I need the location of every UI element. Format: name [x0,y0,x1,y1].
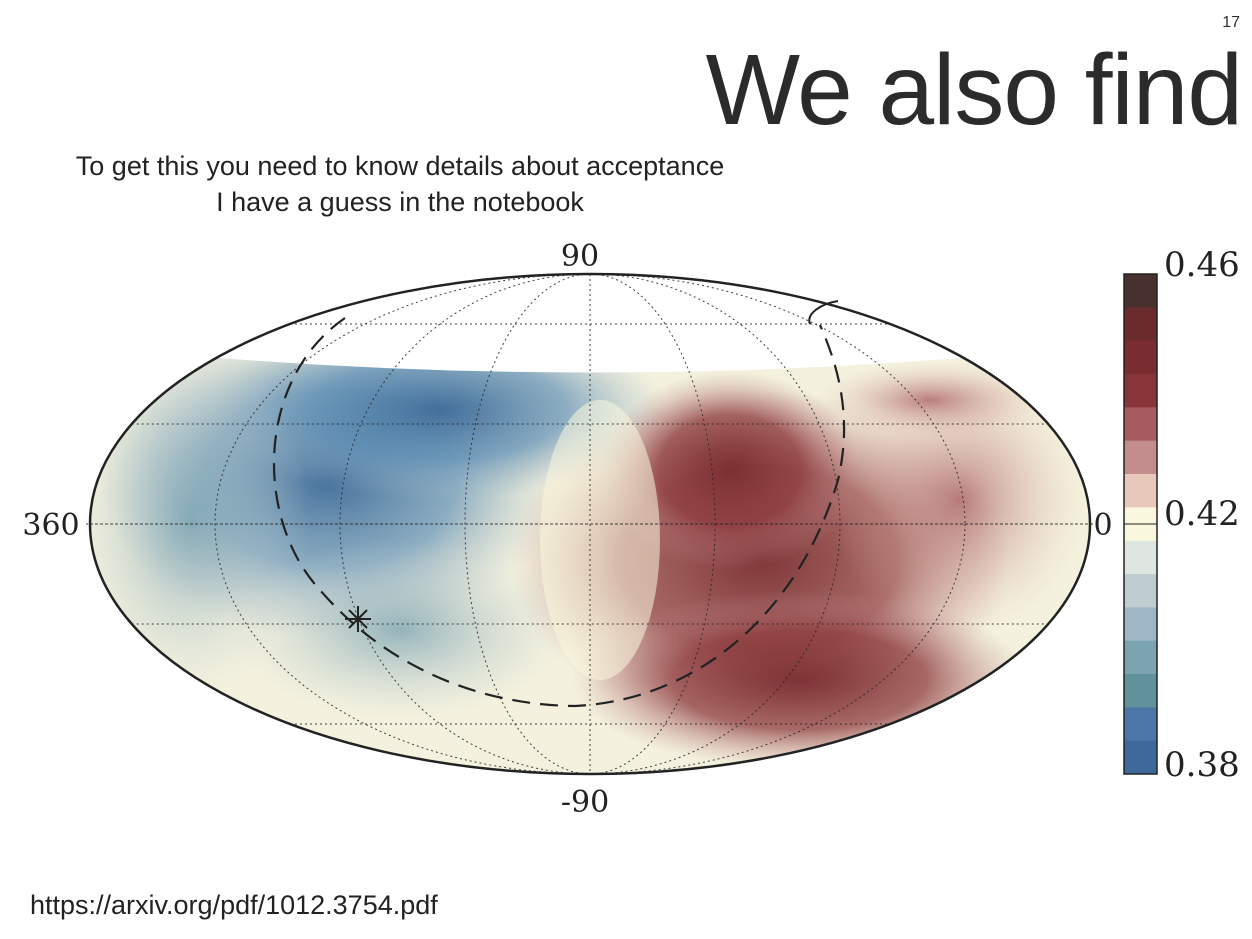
colorbar-segment [1124,574,1157,608]
subtitle-line-2: I have a guess in the notebook [216,187,584,217]
colorbar-segment [1124,707,1157,742]
subtitle-line-1: To get this you need to know details abo… [75,151,725,181]
label-right: 0 [1093,508,1112,543]
colorbar-segment [1124,407,1157,442]
star-marker [345,606,371,632]
label-top: 90 [561,239,599,274]
source-link[interactable]: https://arxiv.org/pdf/1012.3754.pdf [30,890,438,920]
red-region-upper [600,370,860,570]
dashed-great-circle [272,317,846,708]
colorbar-segment [1124,274,1157,308]
blue-region-west [90,340,310,700]
colorbar-segment [1124,374,1157,408]
colorbar-tick-min: 0.38 [1164,745,1240,785]
colorbar-segment [1124,440,1157,475]
colorbar-tick-max: 0.46 [1164,245,1240,285]
colorbar-segment [1124,340,1157,375]
colorbar-segment [1124,674,1157,708]
colorbar-segment [1124,740,1157,775]
colorbar-segment [1124,640,1157,675]
colorbar-segment [1124,607,1157,642]
subtitle: To get this you need to know details abo… [40,148,760,220]
label-bottom: -90 [561,785,609,820]
colorbar-segment [1124,540,1157,575]
blue-region-lower [230,540,570,720]
red-region-northeast [810,360,1050,440]
sky-map [90,274,1090,774]
page-number: 17 [1222,14,1240,31]
slide-title: We also find [705,34,1243,146]
colorbar-segment [1124,307,1157,342]
light-band-equator [540,400,660,680]
map-outline [88,272,1092,776]
colorbar-segment [1124,474,1157,508]
dashed-small-arc [808,300,839,325]
colorbar [1123,273,1158,775]
label-left: 360 [22,508,79,543]
colorbar-tick-mid: 0.42 [1164,494,1240,534]
